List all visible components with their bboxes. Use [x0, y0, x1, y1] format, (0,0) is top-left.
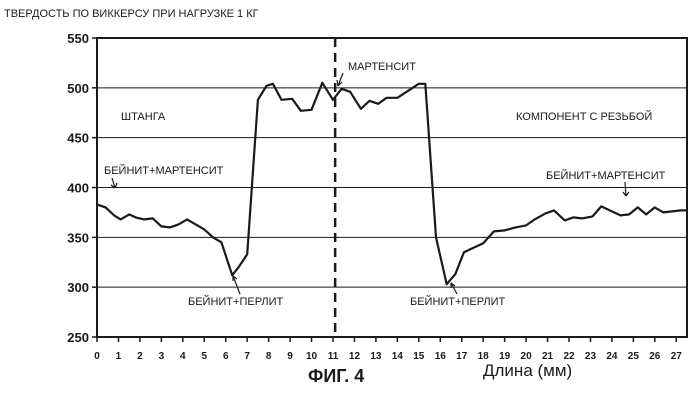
arrowhead-bm-left — [110, 182, 118, 189]
x-tick-label: 7 — [244, 351, 250, 362]
arrow-martensite — [337, 72, 344, 87]
x-tick-label: 10 — [306, 351, 318, 362]
arrowhead-bp-left — [232, 275, 238, 281]
y-tick-label: 350 — [67, 230, 89, 245]
x-tick-labels: 0 1 2 3 4 5 6 7 8 9 10 11 12 13 14 15 16 17 18 19 20 21 22 23 24… — [94, 351, 682, 362]
x-tick-label: 6 — [223, 351, 229, 362]
y-tick-labels: 250 300 350 400 450 500 550 — [67, 31, 89, 345]
arrowhead-bm-right — [622, 191, 630, 197]
arrowhead-martensite — [336, 79, 343, 87]
x-tick-label: 12 — [349, 351, 361, 362]
x-tick-label: 8 — [266, 351, 272, 362]
x-tick-label: 15 — [413, 351, 425, 362]
x-tick-label: 25 — [628, 351, 640, 362]
x-tick-label: 0 — [94, 351, 100, 362]
x-tick-label: 1 — [116, 351, 122, 362]
x-axis-label: Длина (мм) — [483, 361, 572, 380]
x-tick-label: 9 — [287, 351, 293, 362]
annotation-bm-right: БЕЙНИТ+МАРТЕНСИТ — [546, 169, 666, 182]
annotation-arrows — [110, 72, 630, 295]
y-tick-label: 400 — [67, 181, 89, 196]
y-tick-label: 450 — [67, 131, 89, 146]
x-tick-label: 2 — [137, 351, 143, 362]
x-tick-label: 20 — [521, 351, 533, 362]
y-tick-label: 300 — [67, 280, 89, 295]
y-tick-label: 500 — [67, 81, 89, 96]
x-tick-label: 18 — [478, 351, 490, 362]
x-tick-label: 23 — [585, 351, 597, 362]
x-tick-label: 16 — [435, 351, 447, 362]
x-tick-label: 13 — [370, 351, 382, 362]
x-tick-label: 24 — [606, 351, 618, 362]
arrow-bp-right — [450, 282, 458, 295]
y-tick-label: 550 — [67, 31, 89, 46]
x-tick-label: 27 — [671, 351, 683, 362]
annotation-bp-right: БЕЙНИТ+ПЕРЛИТ — [410, 295, 506, 308]
annotation-shtanga: ШТАНГА — [121, 111, 166, 123]
arrow-bm-left — [111, 177, 116, 189]
annotation-component: КОМПОНЕНТ С РЕЗЬБОЙ — [516, 110, 652, 123]
x-tick-label: 17 — [456, 351, 468, 362]
annotations: ШТАНГА КОМПОНЕНТ С РЕЗЬБОЙ МАРТЕНСИТ БЕЙ… — [104, 61, 666, 308]
y-tick-label: 250 — [67, 330, 89, 345]
x-tick-label: 19 — [499, 351, 511, 362]
arrowhead-bp-right — [450, 282, 456, 288]
series-line — [96, 81, 687, 286]
x-tick-label: 4 — [180, 351, 186, 362]
chart-title: ТВЕРДОСТЬ ПО ВИККЕРСУ ПРИ НАГРУЗКЕ 1 КГ — [4, 8, 259, 20]
annotation-bp-left: БЕЙНИТ+ПЕРЛИТ — [188, 295, 284, 308]
plot-frame — [96, 37, 688, 338]
x-tick-label: 14 — [392, 351, 404, 362]
x-tick-label: 22 — [563, 351, 575, 362]
annotation-martensite: МАРТЕНСИТ — [348, 61, 416, 73]
arrow-bm-right — [624, 181, 627, 197]
x-tick-label: 5 — [201, 351, 207, 362]
x-tick-label: 21 — [542, 351, 554, 362]
x-tick-label: 3 — [159, 351, 165, 362]
annotation-bm-left: БЕЙНИТ+МАРТЕНСИТ — [104, 164, 224, 177]
figure-label: ФИГ. 4 — [308, 366, 364, 386]
arrow-bp-left — [232, 275, 241, 295]
grid-lines — [92, 37, 687, 342]
x-tick-label: 26 — [649, 351, 661, 362]
x-tick-label: 11 — [328, 351, 339, 362]
